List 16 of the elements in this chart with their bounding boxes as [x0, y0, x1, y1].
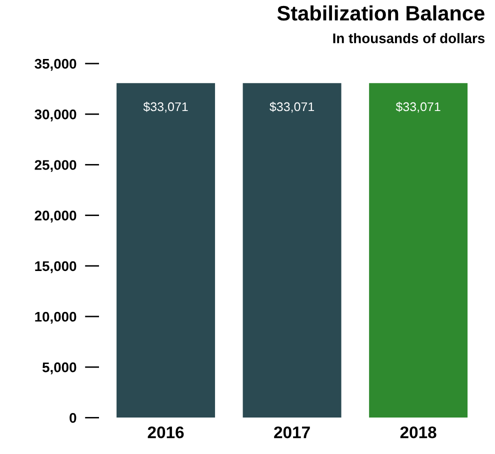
data-label: $33,071 [270, 102, 314, 113]
x-tick-label: 2017 [274, 426, 310, 438]
y-tick-label: 20,000 [34, 210, 76, 223]
chart-title: Stabilization Balance [277, 5, 484, 21]
y-tick-label: 25,000 [34, 160, 76, 172]
chart-subtitle: In thousands of dollars [333, 33, 485, 44]
y-tick-label: 15,000 [35, 261, 76, 274]
x-tick-label: 2016 [148, 426, 184, 438]
x-tick-label: 2018 [400, 426, 436, 438]
y-tick-label: 30,000 [34, 109, 76, 122]
data-label: $33,071 [143, 102, 188, 113]
y-tick-label: 5,000 [42, 362, 76, 374]
y-tick-label: 35,000 [34, 58, 76, 71]
y-tick-label: 0 [70, 413, 76, 423]
y-tick-label: 10,000 [35, 312, 76, 324]
data-label: $33,071 [396, 102, 440, 113]
